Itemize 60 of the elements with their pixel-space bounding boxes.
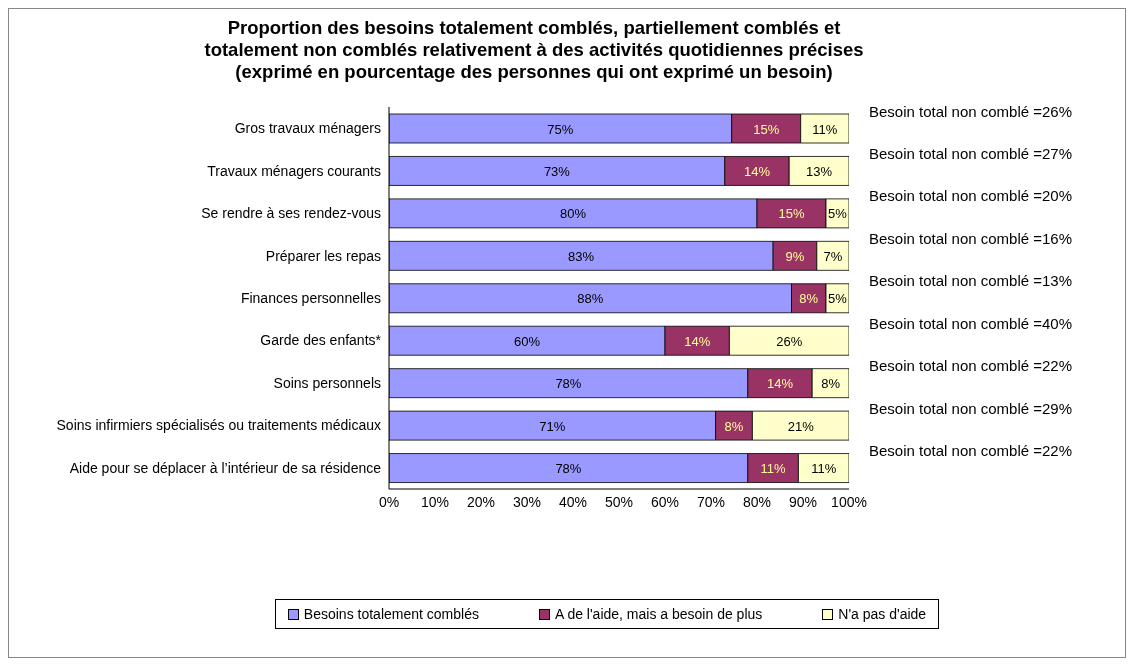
y-tick-label: Soins personnels (273, 374, 381, 391)
chart-title: Proportion des besoins totalement comblés, partiellement comblés et totalement non comblés relativement à des activités quotidiennes précises (exprimé en pourcentage des personnes qui ont exprimé un besoin) (203, 17, 865, 83)
legend-label: N'a pas d'aide (837, 606, 927, 622)
x-tick-label: 80% (742, 493, 772, 510)
data-label: 7% (823, 248, 843, 264)
text: Besoin total non comblé =16% (869, 229, 1073, 247)
data-label: 88% (577, 291, 604, 307)
data-label: 15% (778, 206, 805, 222)
data-label: 8% (724, 418, 744, 434)
x-tick-label: 0% (378, 493, 400, 510)
data-label: 5% (828, 206, 848, 222)
x-tick-label: 10% (420, 493, 450, 510)
x-tick-label: 50% (604, 493, 634, 510)
data-label: 15% (753, 121, 780, 137)
data-label: 11% (811, 461, 837, 477)
y-tick-label: Travaux ménagers courants (207, 162, 381, 179)
text: Besoin total non comblé =40% (869, 314, 1073, 332)
text: Besoin total non comblé =26% (869, 102, 1073, 120)
data-label: 14% (684, 333, 711, 349)
data-label: 11% (812, 121, 838, 137)
x-tick-label: 90% (788, 493, 818, 510)
y-tick-label: Préparer les repas (265, 247, 381, 264)
data-label: 80% (559, 206, 587, 222)
x-tick-label: 70% (696, 493, 726, 510)
data-label: 8% (799, 291, 819, 307)
data-label: 9% (785, 248, 805, 264)
data-label: 73% (543, 163, 571, 179)
text: Besoin total non comblé =29% (869, 399, 1073, 417)
text: Besoin total non comblé =22% (869, 442, 1073, 460)
data-label: 78% (555, 376, 582, 392)
y-tick-label: Aide pour se déplacer à l’intérieur de sa résidence (69, 459, 382, 476)
data-label: 75% (547, 121, 574, 137)
data-label: 5% (828, 291, 848, 307)
y-tick-label: Gros travaux ménagers (234, 120, 381, 137)
text: Besoin total non comblé =13% (869, 272, 1073, 290)
data-label: 14% (743, 163, 771, 179)
y-tick-label: Se rendre à ses rendez-vous (201, 205, 381, 222)
legend-label: A de l'aide, mais a besoin de plus (553, 606, 763, 622)
legend-label: Besoins totalement comblés (302, 606, 479, 622)
y-tick-label: Garde des enfants* (260, 332, 382, 349)
data-label: 83% (568, 248, 595, 264)
text: Besoin total non comblé =27% (869, 144, 1073, 162)
data-label: 60% (513, 333, 541, 349)
data-label: 71% (539, 418, 566, 434)
data-label: 8% (821, 376, 841, 392)
data-label: 26% (776, 333, 803, 349)
data-label: 21% (787, 418, 815, 434)
data-label: 13% (806, 163, 833, 179)
x-tick-label: 60% (650, 493, 680, 510)
text: Besoin total non comblé =20% (869, 187, 1073, 205)
data-label: 14% (766, 376, 794, 392)
x-tick-label: 40% (558, 493, 588, 510)
data-label: 11% (760, 461, 787, 477)
text: Besoin total non comblé =22% (869, 357, 1073, 375)
x-tick-label: 30% (512, 493, 542, 510)
y-tick-label: Soins infirmiers spécialisés ou traitements médicaux (56, 417, 381, 434)
x-tick-label: 20% (466, 493, 496, 510)
x-tick-label: 100% (831, 493, 867, 510)
data-label: 78% (555, 461, 582, 477)
y-tick-label: Finances personnelles (240, 289, 381, 306)
